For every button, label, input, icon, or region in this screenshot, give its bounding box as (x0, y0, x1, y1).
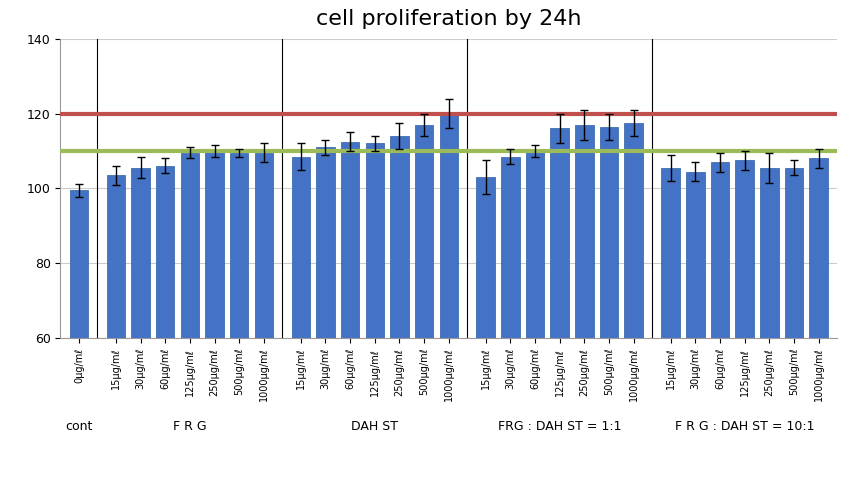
Bar (784, 168, 803, 483)
Bar (107, 175, 125, 483)
Bar (600, 127, 618, 483)
Bar (255, 153, 273, 483)
Bar (711, 162, 729, 483)
Title: cell proliferation by 24h: cell proliferation by 24h (316, 9, 582, 29)
Bar (735, 160, 754, 483)
Bar (526, 151, 545, 483)
Bar (625, 123, 643, 483)
Text: F R G : DAH ST = 10:1: F R G : DAH ST = 10:1 (675, 420, 815, 433)
Bar (70, 190, 88, 483)
Bar (476, 177, 495, 483)
Bar (230, 153, 249, 483)
Text: cont: cont (66, 420, 92, 433)
Bar (180, 153, 199, 483)
Bar (366, 143, 384, 483)
Text: DAH ST: DAH ST (351, 420, 399, 433)
Text: F R G: F R G (173, 420, 206, 433)
Bar (439, 114, 458, 483)
Text: FRG : DAH ST = 1:1: FRG : DAH ST = 1:1 (498, 420, 621, 433)
Bar (686, 171, 704, 483)
Bar (205, 151, 224, 483)
Bar (131, 168, 150, 483)
Bar (156, 166, 174, 483)
Bar (390, 136, 409, 483)
Bar (809, 158, 828, 483)
Bar (760, 168, 778, 483)
Bar (415, 125, 433, 483)
Bar (316, 147, 335, 483)
Bar (661, 168, 680, 483)
Bar (551, 128, 569, 483)
Bar (292, 156, 310, 483)
Bar (575, 125, 594, 483)
Bar (501, 156, 520, 483)
Bar (341, 142, 359, 483)
